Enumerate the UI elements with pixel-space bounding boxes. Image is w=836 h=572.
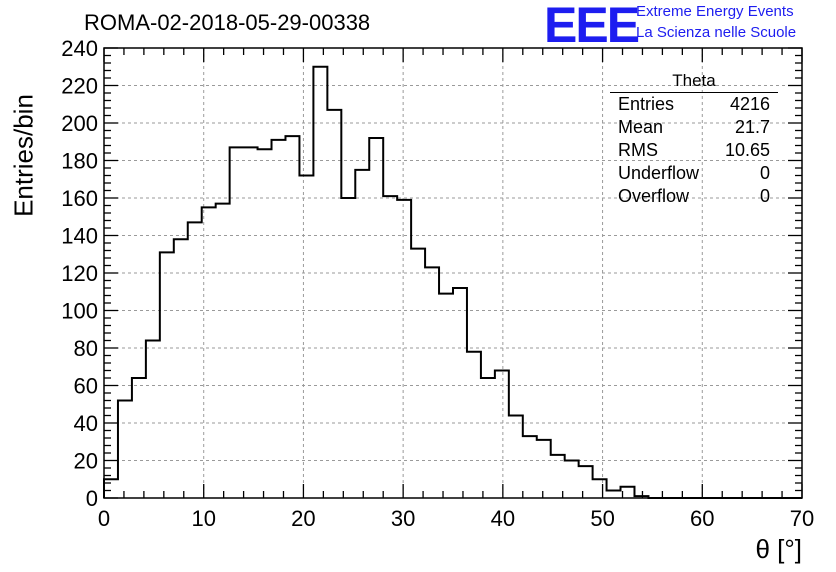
histogram-bin [439,294,453,498]
histogram-bin [146,341,160,499]
histogram-bin [565,461,579,499]
stats-box: Theta Entries 4216 Mean 21.7 RMS 10.65 Unde… [610,72,778,208]
stats-row-overflow: Overflow 0 [610,185,778,208]
y-tick-label: 240 [61,36,98,61]
x-tick-label: 20 [291,506,315,531]
histogram-bin [383,196,397,498]
y-tick-label: 60 [74,374,98,399]
stats-row-rms: RMS 10.65 [610,139,778,162]
histogram-bin [104,479,118,498]
histogram-outline [103,65,802,499]
histogram-bin [299,176,313,499]
histogram-bin [132,378,146,498]
x-axis-label: θ [°] [755,534,802,564]
y-tick-label: 140 [61,224,98,249]
stats-title: Theta [610,72,778,93]
logo-line-1: Extreme Energy Events [636,3,794,20]
histogram-bin [579,466,593,498]
x-tick-label: 50 [590,506,614,531]
y-tick-label: 80 [74,336,98,361]
stats-value: 0 [759,186,770,206]
y-tick-label: 20 [74,449,98,474]
x-tick-label: 70 [790,506,814,531]
stats-label: Underflow [618,163,700,183]
x-tick-label: 60 [690,506,714,531]
x-tick-label: 0 [98,506,110,531]
y-axis-label: Entries/bin [8,94,39,217]
y-tick-label: 220 [61,74,98,99]
histogram-bin [355,170,369,498]
histogram-bin [188,222,202,498]
y-tick-label: 200 [61,111,98,136]
histogram-bin [272,140,286,498]
histogram-bin [174,239,188,498]
histogram-bin [202,207,216,498]
stats-value: 0 [759,163,770,183]
histogram-bin [537,440,551,498]
y-tick-label: 100 [61,299,98,324]
histogram-bin [495,371,509,499]
histogram-bin [593,479,607,498]
y-tick-label: 160 [61,186,98,211]
histogram-bin [244,147,258,498]
stats-label: Mean [618,117,664,137]
histogram-bin [327,110,341,498]
histogram-bin [453,288,467,498]
y-tick-label: 120 [61,261,98,286]
histogram-bin [369,138,383,498]
histogram-bin [509,416,523,499]
stats-label: Overflow [618,186,690,206]
stats-value: 21.7 [734,117,770,137]
histogram-bin [411,249,425,498]
histogram-bin [230,147,244,498]
stats-value: 4216 [729,94,770,114]
y-tick-label: 0 [86,486,98,511]
stats-label: RMS [618,140,658,160]
histogram-bin [467,352,481,498]
histogram-bin [313,67,327,498]
histogram-bin [160,252,174,498]
stats-value: 10.65 [724,140,770,160]
stats-row-underflow: Underflow 0 [610,162,778,185]
x-tick-label: 10 [191,506,215,531]
histogram-bin [397,200,411,498]
x-tick-label: 30 [391,506,415,531]
eee-logo: EEE [544,0,640,53]
histogram-bin [523,436,537,498]
histogram-bin [216,204,230,498]
histogram-bin [481,378,495,498]
histogram-bin [258,149,272,498]
histogram-bin [285,136,299,498]
stats-row-entries: Entries 4216 [610,93,778,116]
y-tick-label: 40 [74,411,98,436]
x-tick-label: 40 [491,506,515,531]
stats-row-mean: Mean 21.7 [610,116,778,139]
y-tick-label: 180 [61,149,98,174]
histogram-bin [341,198,355,498]
histogram-bin [118,401,132,499]
stats-label: Entries [618,94,675,114]
chart-title: ROMA-02-2018-05-29-00338 [84,10,371,35]
logo-line-2: La Scienza nelle Scuole [636,24,797,41]
histogram-bin [607,491,621,499]
histogram-bin [425,267,439,498]
